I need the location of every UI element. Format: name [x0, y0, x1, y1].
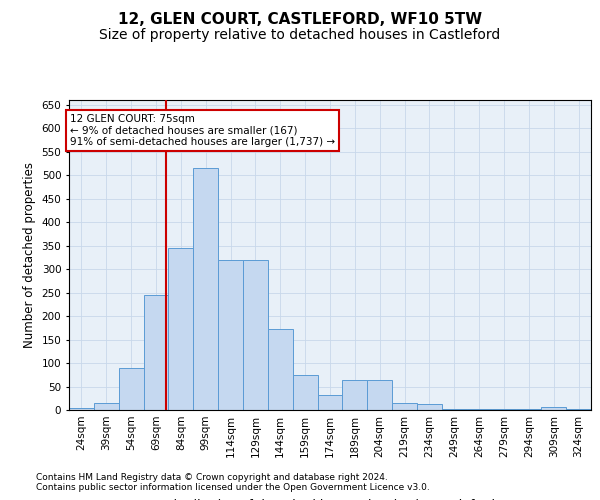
Text: Contains public sector information licensed under the Open Government Licence v3: Contains public sector information licen…	[36, 482, 430, 492]
Bar	[317, 394, 343, 410]
Bar	[541, 407, 566, 410]
Bar	[119, 368, 143, 410]
X-axis label: Distribution of detached houses by size in Castleford: Distribution of detached houses by size …	[164, 498, 496, 500]
Bar	[94, 403, 119, 410]
Text: Size of property relative to detached houses in Castleford: Size of property relative to detached ho…	[100, 28, 500, 42]
Bar	[169, 248, 193, 410]
Y-axis label: Number of detached properties: Number of detached properties	[23, 162, 36, 348]
Bar	[417, 404, 442, 410]
Bar	[293, 375, 317, 410]
Bar	[243, 260, 268, 410]
Bar	[442, 408, 467, 410]
Bar	[193, 168, 218, 410]
Bar	[367, 380, 392, 410]
Bar	[392, 403, 417, 410]
Bar	[343, 380, 367, 410]
Bar	[517, 408, 541, 410]
Bar	[69, 408, 94, 410]
Bar	[566, 408, 591, 410]
Bar	[218, 260, 243, 410]
Text: 12, GLEN COURT, CASTLEFORD, WF10 5TW: 12, GLEN COURT, CASTLEFORD, WF10 5TW	[118, 12, 482, 28]
Text: 12 GLEN COURT: 75sqm
← 9% of detached houses are smaller (167)
91% of semi-detac: 12 GLEN COURT: 75sqm ← 9% of detached ho…	[70, 114, 335, 148]
Bar	[491, 408, 517, 410]
Bar	[467, 408, 491, 410]
Bar	[143, 295, 169, 410]
Text: Contains HM Land Registry data © Crown copyright and database right 2024.: Contains HM Land Registry data © Crown c…	[36, 472, 388, 482]
Bar	[268, 329, 293, 410]
